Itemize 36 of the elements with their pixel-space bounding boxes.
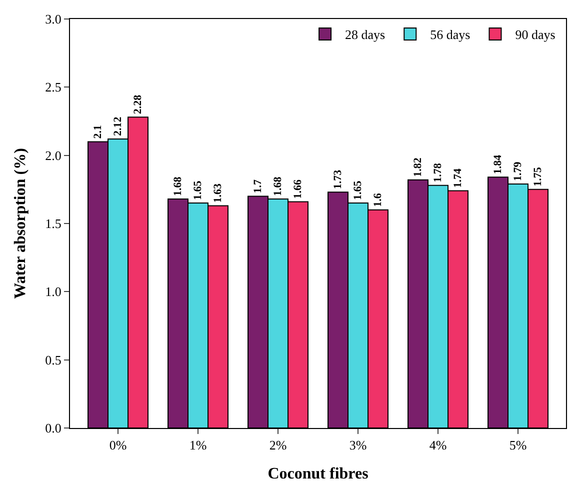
y-tick-label: 2.0: [45, 148, 62, 163]
data-label: 1.68: [272, 176, 284, 196]
x-tick-label: 5%: [509, 438, 527, 453]
data-label: 1.82: [412, 157, 424, 177]
data-label: 2.28: [132, 94, 144, 114]
legend-label: 56 days: [430, 27, 470, 42]
data-label: 1.73: [332, 169, 344, 190]
x-axis-title: Coconut fibres: [268, 465, 368, 482]
data-label: 2.12: [112, 116, 124, 136]
data-label: 1.79: [512, 161, 524, 181]
legend-label: 90 days: [515, 27, 556, 42]
data-label: 1.63: [212, 183, 224, 203]
y-axis-title: Water absorption (%): [12, 148, 30, 299]
x-tick-label: 3%: [349, 438, 367, 453]
data-label: 1.65: [192, 180, 204, 200]
x-tick-label: 4%: [429, 438, 447, 453]
data-label: 1.78: [432, 162, 444, 182]
data-label: 1.84: [492, 154, 504, 174]
legend-label: 28 days: [345, 27, 386, 42]
x-tick-label: 0%: [109, 438, 127, 453]
y-tick-label: 0.0: [45, 420, 62, 436]
y-tick-label: 2.5: [45, 80, 62, 95]
data-label: 1.6: [372, 192, 384, 207]
y-tick-label: 1.5: [45, 216, 62, 232]
y-tick-label: 0.5: [45, 352, 62, 368]
data-label: 1.7: [252, 178, 264, 194]
data-label: 1.65: [352, 180, 364, 200]
data-label: 1.68: [172, 176, 184, 196]
y-tick-label: 3.0: [45, 12, 62, 27]
data-label: 1.66: [292, 178, 304, 199]
x-tick-label: 2%: [269, 438, 287, 453]
data-label: 2.1: [92, 124, 104, 139]
y-tick-label: 1.0: [45, 284, 62, 300]
data-label: 1.75: [532, 166, 544, 186]
x-tick-label: 1%: [189, 438, 207, 453]
data-label: 1.74: [452, 168, 464, 188]
